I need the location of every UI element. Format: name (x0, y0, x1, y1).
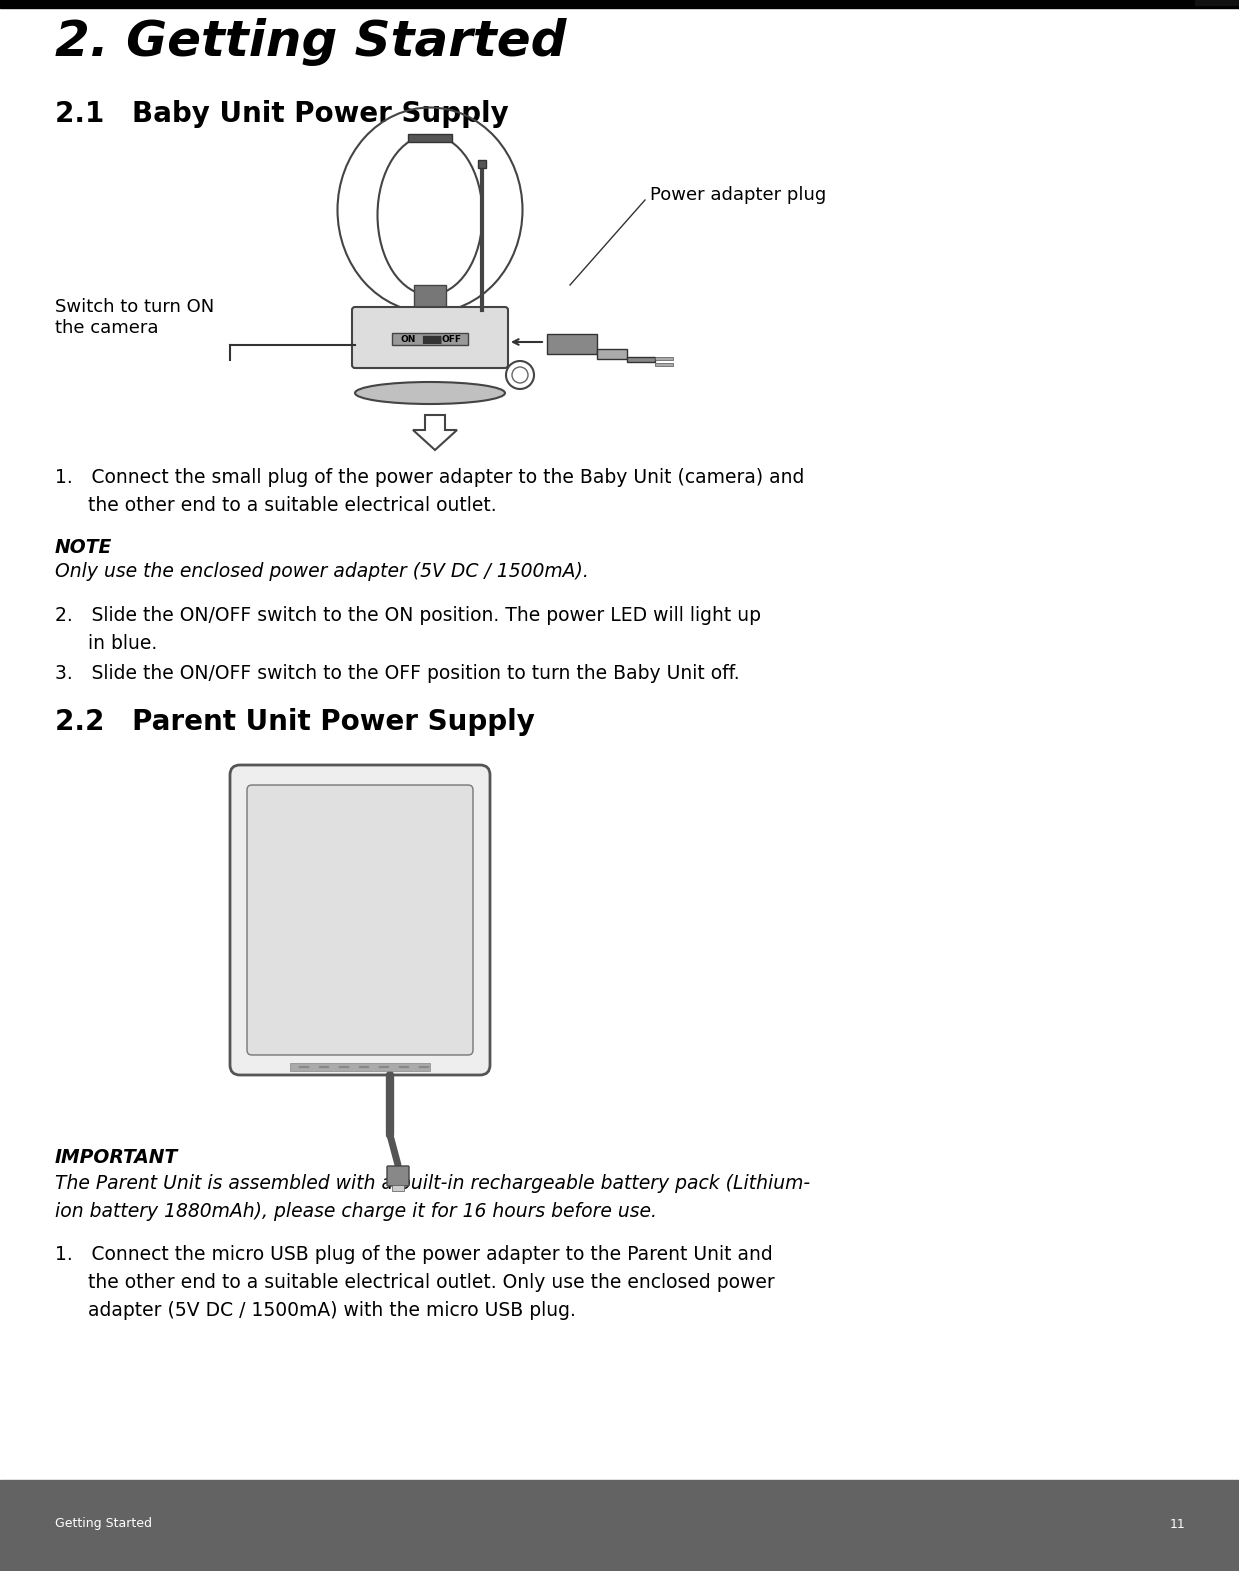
Bar (392, 333, 468, 346)
Text: The Parent Unit is assembled with a built-in rechargeable battery pack (Lithium-: The Parent Unit is assembled with a buil… (55, 1174, 810, 1192)
Text: Switch to turn ON
the camera: Switch to turn ON the camera (55, 298, 214, 336)
Text: in blue.: in blue. (88, 635, 157, 654)
Text: Power adapter plug: Power adapter plug (650, 185, 826, 204)
FancyBboxPatch shape (230, 765, 489, 1075)
Text: adapter (5V DC / 1500mA) with the micro USB plug.: adapter (5V DC / 1500mA) with the micro … (88, 1301, 576, 1320)
Text: 1. Connect the small plug of the power adapter to the Baby Unit (camera) and: 1. Connect the small plug of the power a… (55, 468, 804, 487)
Text: 2. Getting Started: 2. Getting Started (55, 17, 566, 66)
Bar (1194, 0, 1239, 5)
Bar (290, 1064, 430, 1071)
Text: 3. Slide the ON/OFF switch to the OFF position to turn the Baby Unit off.: 3. Slide the ON/OFF switch to the OFF po… (55, 665, 740, 683)
Text: ███: ███ (422, 335, 442, 344)
Text: the other end to a suitable electrical outlet. Only use the enclosed power: the other end to a suitable electrical o… (88, 1273, 774, 1291)
Text: ON: ON (400, 335, 416, 344)
Bar (408, 134, 452, 141)
Text: 2. Slide the ON/OFF switch to the ON position. The power LED will light up: 2. Slide the ON/OFF switch to the ON pos… (55, 606, 761, 625)
FancyBboxPatch shape (387, 1166, 409, 1186)
Bar (414, 284, 446, 316)
Text: Getting Started: Getting Started (55, 1518, 152, 1530)
Bar (655, 363, 673, 366)
Text: 2.1 Baby Unit Power Supply: 2.1 Baby Unit Power Supply (55, 101, 509, 127)
Text: 1. Connect the micro USB plug of the power adapter to the Parent Unit and: 1. Connect the micro USB plug of the pow… (55, 1244, 773, 1265)
Polygon shape (413, 415, 457, 449)
Text: the other end to a suitable electrical outlet.: the other end to a suitable electrical o… (88, 496, 497, 515)
Text: ion battery 1880mAh), please charge it for 16 hours before use.: ion battery 1880mAh), please charge it f… (55, 1202, 657, 1221)
Bar (392, 1185, 404, 1191)
Text: Only use the enclosed power adapter (5V DC / 1500mA).: Only use the enclosed power adapter (5V … (55, 562, 589, 581)
FancyBboxPatch shape (352, 306, 508, 368)
Bar (597, 349, 627, 360)
Text: NOTE: NOTE (55, 537, 113, 558)
Bar (546, 335, 597, 353)
Bar (0, 0, 1239, 8)
Bar (627, 357, 655, 361)
Text: OFF: OFF (442, 335, 462, 344)
Bar (478, 160, 486, 168)
Bar (0, 1480, 1239, 1571)
Text: IMPORTANT: IMPORTANT (55, 1148, 178, 1167)
FancyBboxPatch shape (247, 786, 473, 1056)
Bar (655, 357, 673, 360)
Text: 11: 11 (1170, 1518, 1184, 1530)
Text: 2.2 Parent Unit Power Supply: 2.2 Parent Unit Power Supply (55, 709, 535, 735)
Ellipse shape (356, 382, 506, 404)
